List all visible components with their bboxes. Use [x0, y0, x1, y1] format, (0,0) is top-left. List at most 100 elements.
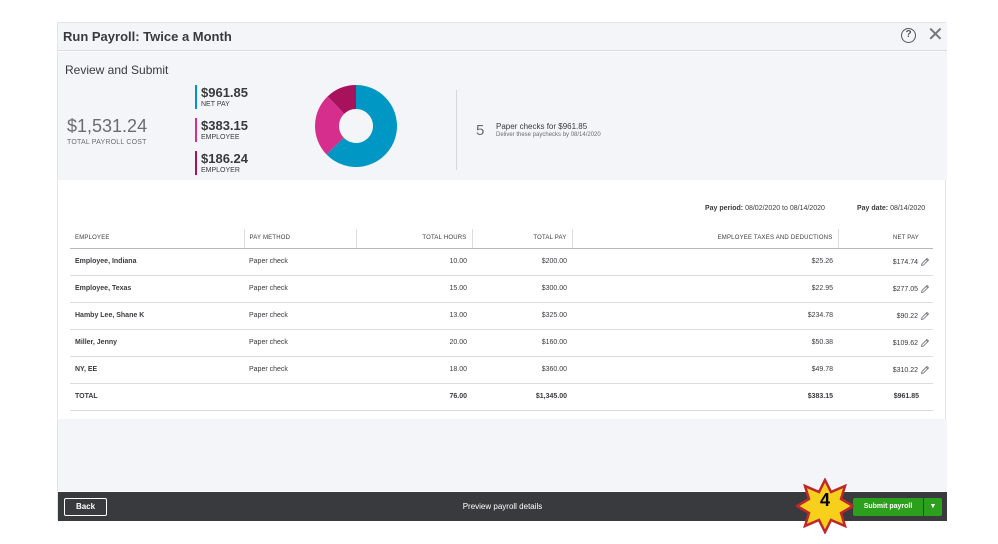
total-pay: $360.00 [541, 366, 567, 373]
edit-pencil-icon[interactable] [920, 284, 930, 294]
net-pay-cell[interactable]: $109.62 [838, 329, 933, 357]
pay-period-value: 08/02/2020 to 08/14/2020 [745, 205, 825, 212]
taxes-deductions-cell: $234.78 [572, 302, 838, 330]
legend-amount: $961.85 [201, 85, 248, 100]
taxes-deductions: $22.95 [811, 285, 833, 292]
edit-pencil-icon[interactable] [920, 257, 930, 267]
pay-method: Paper check [249, 312, 288, 319]
employee-name-cell: Miller, Jenny [70, 329, 244, 357]
paper-checks-title: Paper checks for $961.85 [496, 122, 588, 131]
legend-employer: $186.24 EMPLOYER [195, 151, 248, 175]
employee-name: Employee, Texas [75, 285, 132, 292]
legend-label: EMPLOYEE [201, 134, 240, 141]
edit-pencil-icon[interactable] [920, 365, 930, 375]
page-title: Run Payroll: Twice a Month [63, 29, 232, 44]
review-summary-panel: Review and Submit $1,531.24 TOTAL PAYROL… [58, 52, 947, 180]
net-pay-cell[interactable]: $277.05 [838, 275, 933, 303]
donut-slice-employee [315, 96, 345, 155]
column-header-net-pay[interactable]: NET PAY [837, 229, 933, 249]
pay-date: Pay date: 08/14/2020 [857, 205, 925, 212]
donut-slice-net-pay [326, 85, 397, 167]
submit-payroll-button[interactable]: Submit payroll [853, 498, 923, 516]
total-net-pay: $961.85 [838, 382, 933, 411]
title-bar: Run Payroll: Twice a Month ? ✕ [58, 23, 947, 51]
table-row[interactable]: NY, EE Paper check 18.00 $360.00 $49.78 $310.… [70, 356, 933, 384]
summary-divider [456, 90, 457, 170]
pay-method: Paper check [249, 339, 288, 346]
submit-options-dropdown[interactable]: ▼ [924, 498, 942, 516]
column-header-taxes-deductions[interactable]: EMPLOYEE TAXES AND DEDUCTIONS [571, 229, 838, 249]
total-label: TOTAL [70, 382, 244, 411]
column-header-total-hours[interactable]: TOTAL HOURS [355, 229, 472, 249]
total-hours: 10.00 [449, 258, 467, 265]
pay-period-label: Pay period: [705, 205, 744, 212]
table-row[interactable]: Miller, Jenny Paper check 20.00 $160.00 $50.… [70, 329, 933, 357]
net-pay-cell[interactable]: $90.22 [838, 302, 933, 330]
total-pay: $300.00 [541, 285, 567, 292]
table-total-row: TOTAL 76.00 $1,345.00 $383.15 $961.85 [70, 382, 933, 411]
total-pay-cell: $160.00 [472, 329, 572, 357]
employee-name: Hamby Lee, Shane K [75, 312, 145, 319]
net-pay-cell[interactable]: $310.22 [838, 356, 933, 384]
pay-method-cell: Paper check [244, 248, 356, 276]
section-heading: Review and Submit [65, 63, 169, 77]
column-header-employee[interactable]: EMPLOYEE [70, 229, 244, 249]
taxes-deductions: $234.78 [807, 312, 833, 319]
total-hours-cell: 10.00 [356, 248, 472, 276]
total-pay-cell: $200.00 [472, 248, 572, 276]
step-badge-star-icon [796, 478, 854, 534]
edit-pencil-icon[interactable] [920, 338, 930, 348]
employee-name-cell: Employee, Indiana [70, 248, 244, 276]
net-pay: $109.62 [892, 339, 918, 347]
back-button[interactable]: Back [64, 498, 107, 516]
pay-method-cell: Paper check [244, 329, 356, 357]
total-payroll-cost-amount: $1,531.24 [67, 116, 148, 136]
table-row[interactable]: Hamby Lee, Shane K Paper check 13.00 $325.0… [70, 302, 933, 330]
legend-net-pay: $961.85 NET PAY [195, 85, 248, 109]
employee-name-cell: Hamby Lee, Shane K [70, 302, 244, 330]
employee-name-cell: Employee, Texas [70, 275, 244, 303]
employee-name-cell: NY, EE [70, 356, 244, 384]
total-hours: 13.00 [449, 312, 467, 319]
pay-date-label: Pay date: [857, 205, 889, 212]
payroll-table: EMPLOYEE PAY METHOD TOTAL HOURS TOTAL PA… [70, 229, 933, 411]
taxes-deductions: $25.26 [811, 258, 833, 265]
help-icon[interactable]: ? [901, 28, 916, 43]
edit-pencil-icon[interactable] [920, 311, 930, 321]
column-header-pay-method[interactable]: PAY METHOD [243, 229, 356, 249]
paper-checks-deadline: Deliver these paychecks by 08/14/2020 [496, 132, 601, 138]
total-pay-cell: $360.00 [472, 356, 572, 384]
table-header-row: EMPLOYEE PAY METHOD TOTAL HOURS TOTAL PA… [70, 229, 933, 249]
taxes-deductions-cell: $22.95 [572, 275, 838, 303]
preview-payroll-details-link[interactable]: Preview payroll details [462, 502, 543, 511]
total-pay: $200.00 [541, 258, 567, 265]
column-header-total-pay[interactable]: TOTAL PAY [471, 229, 572, 249]
net-pay: $90.22 [896, 312, 918, 320]
total-hours: 20.00 [449, 339, 467, 346]
total-taxes-deductions: $383.15 [572, 382, 838, 411]
taxes-deductions-cell: $50.38 [572, 329, 838, 357]
legend-label: NET PAY [201, 101, 230, 108]
total-pay-cell: $325.00 [472, 302, 572, 330]
net-pay: $277.05 [892, 285, 918, 293]
total-hours-cell: 13.00 [356, 302, 472, 330]
pay-method: Paper check [249, 258, 288, 265]
total-hours-cell: 18.00 [356, 356, 472, 384]
taxes-deductions-cell: $25.26 [572, 248, 838, 276]
pay-date-value: 08/14/2020 [890, 205, 926, 212]
table-row[interactable]: Employee, Texas Paper check 15.00 $300.00 $2… [70, 275, 933, 303]
legend-label: EMPLOYER [201, 167, 240, 174]
net-pay-cell[interactable]: $174.74 [838, 248, 933, 276]
payroll-donut-chart [315, 85, 397, 167]
taxes-deductions-cell: $49.78 [572, 356, 838, 384]
total-hours-cell: 15.00 [356, 275, 472, 303]
pay-period: Pay period: 08/02/2020 to 08/14/2020 [705, 205, 825, 212]
close-icon[interactable]: ✕ [927, 24, 944, 46]
total-pay: $325.00 [541, 312, 567, 319]
step-badge-number: 4 [819, 490, 830, 510]
table-row[interactable]: Employee, Indiana Paper check 10.00 $200.00… [70, 248, 933, 276]
donut-slice-employer [327, 85, 356, 114]
pay-method: Paper check [249, 285, 288, 292]
employee-name: NY, EE [75, 366, 98, 373]
total-payroll-cost-label: TOTAL PAYROLL COST [67, 139, 147, 146]
